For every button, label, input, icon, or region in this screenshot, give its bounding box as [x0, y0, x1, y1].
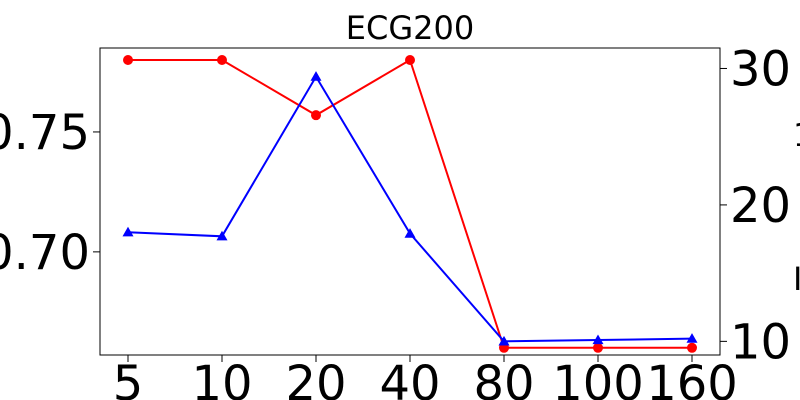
data-point-triangle [216, 230, 228, 241]
x-tick-label: 5 [113, 356, 144, 400]
data-point-triangle [686, 333, 698, 343]
right-axis-label-fragment: I [793, 260, 800, 298]
x-tick-label: 40 [379, 356, 440, 400]
left-y-tick-label: 0.70 [0, 225, 90, 281]
data-point-circle [405, 54, 415, 65]
x-tick-label: 160 [646, 356, 738, 400]
data-point-triangle [498, 335, 510, 346]
data-point-circle [123, 54, 133, 65]
series-line-1 [128, 58, 692, 349]
left-y-tick-label: 0.75 [0, 105, 90, 161]
chart-title: ECG200 [346, 9, 474, 47]
data-point-circle [311, 110, 321, 121]
data-point-circle [687, 342, 697, 353]
data-point-circle [217, 54, 227, 65]
right-y-tick-label: 30 [730, 41, 791, 97]
x-tick-label: 80 [473, 356, 534, 400]
right-y-tick-label: 10 [730, 314, 791, 370]
data-point-triangle [122, 226, 134, 237]
data-point-circle [593, 342, 603, 353]
right-y-tick-label: 20 [730, 178, 791, 234]
data-point-triangle [404, 228, 416, 238]
x-tick-label: 20 [285, 356, 346, 400]
series-line-2 [127, 74, 693, 343]
data-point-triangle [310, 71, 322, 81]
plot-area-frame [99, 47, 721, 356]
data-point-triangle [592, 334, 604, 345]
x-tick-label: 10 [191, 356, 252, 400]
right-axis-label-fragment: 1 [793, 116, 800, 154]
x-tick-label: 100 [552, 356, 644, 400]
